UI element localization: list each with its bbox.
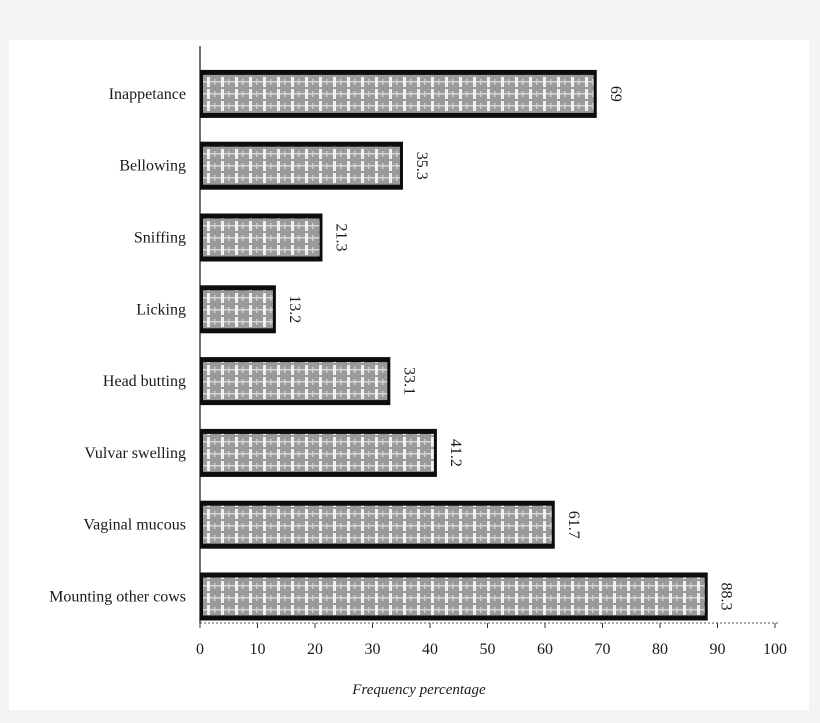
value-label: 35.3 [413, 152, 430, 180]
category-label: Licking [136, 301, 186, 318]
x-tick-label: 0 [196, 641, 204, 658]
x-tick-label: 100 [763, 641, 787, 658]
bar-fill [203, 433, 434, 472]
value-label: 61.7 [565, 511, 582, 539]
x-axis-title: Frequency percentage [351, 682, 486, 698]
x-tick-label: 30 [365, 641, 381, 658]
bars-layer [200, 69, 708, 621]
x-tick-label: 10 [250, 641, 266, 658]
bar-fill [203, 577, 705, 616]
value-label: 21.3 [332, 224, 349, 252]
bar-fill [203, 146, 400, 185]
x-tick-label: 60 [537, 641, 553, 658]
axis-layer: 0 10 20 30 40 50 60 70 80 90 100 [196, 46, 787, 658]
figure-panel: 0 10 20 30 40 50 60 70 80 90 100 Inappetance 69 Bell… [9, 40, 809, 710]
bar-chart: 0 10 20 30 40 50 60 70 80 90 100 Inappetance 69 Bell… [49, 46, 787, 698]
value-label: 41.2 [447, 439, 464, 467]
category-label: Sniffing [134, 230, 186, 247]
x-tick-label: 20 [307, 641, 323, 658]
value-label: 33.1 [400, 367, 417, 395]
category-label: Inappetance [109, 86, 186, 103]
x-tick-label: 90 [710, 641, 726, 658]
category-label: Mounting other cows [49, 589, 186, 606]
bar-fill [203, 362, 388, 401]
category-label: Bellowing [119, 158, 186, 175]
category-label: Head butting [103, 373, 186, 390]
x-tick-label: 70 [595, 641, 611, 658]
bar-fill [203, 218, 320, 257]
x-tick-label: 50 [480, 641, 496, 658]
category-label: Vulvar swelling [84, 445, 186, 462]
value-label: 88.3 [718, 583, 735, 611]
bar-fill [203, 505, 552, 544]
category-label: Vaginal mucous [83, 517, 186, 534]
x-tick-label: 80 [652, 641, 668, 658]
x-tick-label: 40 [422, 641, 438, 658]
value-label: 69 [607, 86, 624, 102]
bar-fill [203, 290, 273, 329]
bar-fill [203, 74, 594, 113]
labels-layer: Inappetance 69 Bellowing 35.3 Sniffing 21.3 Li… [49, 86, 735, 611]
value-label: 13.2 [286, 295, 303, 323]
